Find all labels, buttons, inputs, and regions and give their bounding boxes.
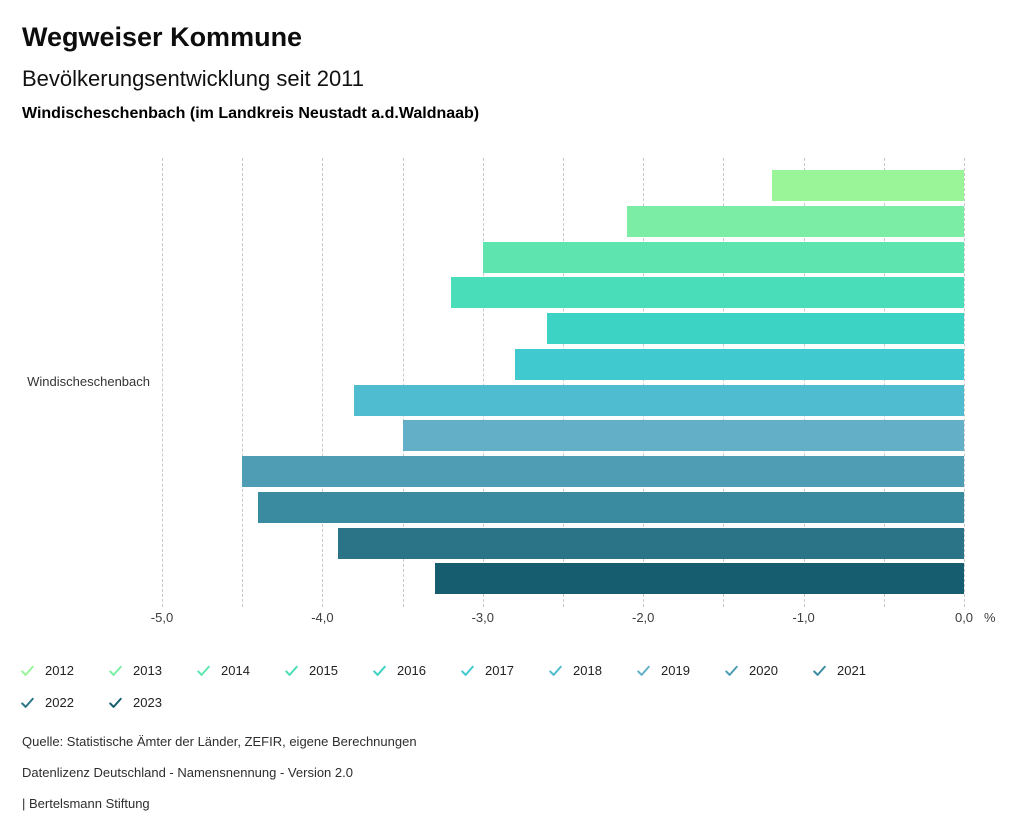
x-tick-label: -5,0	[150, 610, 174, 625]
category-label: Windischeschenbach	[27, 374, 150, 389]
chart-title: Bevölkerungsentwicklung seit 2011	[22, 66, 365, 91]
check-icon	[285, 665, 298, 676]
gridline	[883, 158, 885, 607]
bar-2018[interactable]	[354, 384, 964, 416]
check-icon	[109, 665, 122, 676]
check-icon	[725, 665, 738, 676]
legend-item-2016[interactable]: 2016	[372, 654, 460, 686]
check-icon	[637, 665, 650, 676]
check-icon	[461, 665, 474, 676]
legend-item-2012[interactable]: 2012	[20, 654, 108, 686]
page-title: Wegweiser Kommune	[22, 22, 303, 52]
source-note: Quelle: Statistische Ämter der Länder, Z…	[22, 734, 417, 749]
gridline	[643, 158, 645, 607]
check-icon	[813, 665, 826, 676]
legend-label: 2017	[485, 662, 514, 678]
legend-item-2013[interactable]: 2013	[108, 654, 196, 686]
license-note: Datenlizenz Deutschland - Namensnennung …	[22, 765, 353, 780]
legend-label: 2012	[45, 662, 74, 678]
gridline	[322, 158, 324, 607]
legend: 2012 2013 2014 2015 2016 2017 2018 2019 2020 2021…	[20, 654, 910, 718]
plot-area	[162, 158, 965, 607]
bar-2022[interactable]	[338, 527, 964, 559]
bar-2021[interactable]	[258, 491, 964, 523]
legend-item-2015[interactable]: 2015	[284, 654, 372, 686]
legend-item-2020[interactable]: 2020	[724, 654, 812, 686]
check-icon	[197, 665, 210, 676]
bar-2014[interactable]	[482, 241, 964, 273]
legend-label: 2020	[749, 662, 778, 678]
legend-label: 2019	[661, 662, 690, 678]
bar-2019[interactable]	[402, 420, 964, 452]
legend-label: 2013	[133, 662, 162, 678]
gridline	[723, 158, 725, 607]
legend-item-2017[interactable]: 2017	[460, 654, 548, 686]
gridline	[402, 158, 404, 607]
legend-item-2018[interactable]: 2018	[548, 654, 636, 686]
legend-label: 2016	[397, 662, 426, 678]
x-tick-label: -4,0	[311, 610, 334, 625]
x-tick-label: -3,0	[471, 610, 494, 625]
gridline	[803, 158, 805, 607]
bar-2020[interactable]	[242, 456, 964, 487]
x-tick-label: -1,0	[792, 610, 815, 625]
bar-2013[interactable]	[627, 205, 964, 237]
chart-location-subtitle: Windischeschenbach (im Landkreis Neustad…	[22, 105, 480, 122]
legend-item-2019[interactable]: 2019	[636, 654, 724, 686]
bar-2016[interactable]	[546, 313, 964, 344]
check-icon	[549, 665, 562, 676]
legend-item-2021[interactable]: 2021	[812, 654, 900, 686]
gridline	[964, 158, 965, 607]
gridline	[482, 158, 484, 607]
check-icon	[373, 665, 386, 676]
legend-label: 2018	[573, 662, 602, 678]
bar-2017[interactable]	[514, 348, 964, 380]
legend-item-2023[interactable]: 2023	[108, 686, 196, 718]
legend-label: 2022	[45, 694, 74, 710]
legend-label: 2014	[221, 662, 250, 678]
bar-2023[interactable]	[434, 563, 964, 595]
bar-2015[interactable]	[450, 277, 964, 309]
axis-unit-label: %	[984, 610, 996, 625]
legend-item-2014[interactable]: 2014	[196, 654, 284, 686]
brand-note: | Bertelsmann Stiftung	[22, 796, 150, 811]
legend-label: 2021	[837, 662, 866, 678]
x-tick-label: -2,0	[631, 610, 655, 625]
bar-2012[interactable]	[771, 170, 964, 201]
check-icon	[109, 697, 122, 708]
legend-label: 2023	[133, 694, 162, 710]
legend-label: 2015	[309, 662, 338, 678]
x-tick-label: 0,0	[954, 610, 974, 625]
check-icon	[21, 697, 34, 708]
gridline	[242, 158, 244, 607]
check-icon	[21, 665, 34, 676]
gridline	[563, 158, 564, 607]
x-axis: -5,0 -4,0 -3,0 -2,0 -1,0 0,0	[151, 610, 973, 628]
legend-item-2022[interactable]: 2022	[20, 686, 108, 718]
gridline	[162, 158, 163, 607]
